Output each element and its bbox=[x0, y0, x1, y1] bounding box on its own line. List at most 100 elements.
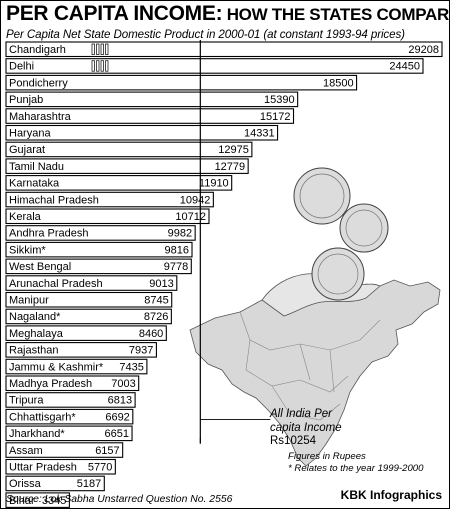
axis-break-mark bbox=[100, 43, 104, 55]
bar bbox=[5, 158, 249, 174]
bar bbox=[5, 225, 196, 241]
bar bbox=[5, 275, 178, 291]
bar-value-label: 9778 bbox=[164, 261, 188, 273]
bar bbox=[5, 124, 279, 141]
bar-row: Rajasthan 7937 bbox=[5, 342, 157, 358]
bar-category-label: Uttar Pradesh bbox=[9, 462, 77, 474]
chart-subtitle: Per Capita Net State Domestic Product in… bbox=[6, 28, 405, 41]
bar-category-label: Chandigarh bbox=[9, 44, 66, 56]
bar-value-label: 6692 bbox=[105, 411, 129, 423]
bar-value-label: 29208 bbox=[408, 44, 439, 56]
coin-1 bbox=[293, 167, 351, 225]
title-main: PER CAPITA INCOME: bbox=[6, 2, 223, 25]
bar-row: Tamil Nadu 12779 bbox=[5, 158, 249, 174]
bar-category-label: Haryana bbox=[9, 128, 51, 140]
bar-category-label: Maharashtra bbox=[9, 111, 72, 123]
bar-category-label: Madhya Pradesh bbox=[9, 378, 92, 390]
axis-break-mark bbox=[100, 60, 104, 72]
bar-value-label: 3345 bbox=[42, 495, 66, 507]
axis-break-mark bbox=[96, 43, 100, 55]
bar-row: Karnataka 11910 bbox=[5, 175, 233, 191]
bar-category-label: Jharkhand* bbox=[9, 428, 65, 440]
coin-2 bbox=[339, 203, 389, 253]
bar bbox=[5, 442, 124, 458]
bar-category-label: West Bengal bbox=[9, 261, 71, 273]
bar-value-label: 7435 bbox=[119, 361, 143, 373]
axis-break-mark bbox=[105, 43, 109, 55]
bar bbox=[5, 175, 233, 191]
bar-category-label: Pondicherry bbox=[9, 77, 68, 89]
average-line-group bbox=[199, 40, 271, 444]
bar-row: Assam 6157 bbox=[5, 442, 124, 458]
bar-value-label: 7003 bbox=[111, 378, 135, 390]
bar bbox=[5, 108, 295, 124]
bar-value-label: 8745 bbox=[144, 295, 168, 307]
bar-row: Madhya Pradesh 7003 bbox=[5, 375, 140, 392]
bar-category-label: Jammu & Kashmir* bbox=[9, 361, 104, 373]
bar-category-label: Andhra Pradesh bbox=[9, 228, 89, 240]
chart-title: PER CAPITA INCOME: HOW THE STATES COMPAR… bbox=[6, 2, 450, 26]
avg-note-value: Rs10254 bbox=[270, 435, 317, 447]
figures-note-asterisk: * Relates to the year 1999-2000 bbox=[288, 463, 424, 474]
bar-value-label: 5187 bbox=[77, 478, 101, 490]
bar-row: Andhra Pradesh 9982 bbox=[5, 225, 196, 241]
bar-category-label: Delhi bbox=[9, 61, 34, 73]
bar-value-label: 10942 bbox=[180, 194, 211, 206]
axis-break-mark bbox=[96, 60, 100, 72]
bar-row: Pondicherry 18500 bbox=[5, 74, 358, 91]
bar-row: Uttar Pradesh 5770 bbox=[5, 458, 116, 475]
bar bbox=[5, 258, 192, 275]
bar bbox=[5, 291, 173, 308]
bar-value-label: 10712 bbox=[175, 211, 206, 223]
bar-row: Manipur 8745 bbox=[5, 291, 173, 308]
coin-3-inner bbox=[317, 253, 359, 295]
coin-3 bbox=[311, 247, 365, 301]
title-secondary: HOW THE STATES COMPARE bbox=[222, 5, 450, 24]
bar-value-label: 6813 bbox=[108, 395, 132, 407]
bar bbox=[5, 475, 105, 492]
bar bbox=[5, 191, 214, 208]
bar bbox=[5, 342, 157, 358]
bar-category-label: Gujarat bbox=[9, 144, 45, 156]
bar bbox=[5, 325, 167, 341]
bar-row: Nagaland* 8726 bbox=[5, 308, 172, 325]
bar-row: Jharkhand* 6651 bbox=[5, 425, 133, 442]
axis-break-mark bbox=[91, 43, 95, 55]
bar-value-label: 24450 bbox=[389, 61, 420, 73]
bar-category-label: Bihar bbox=[9, 495, 35, 507]
bar-row: Chandigarh 29208 bbox=[5, 41, 443, 58]
bar bbox=[5, 241, 193, 258]
coin-1-inner bbox=[299, 173, 345, 219]
axis-break-mark bbox=[91, 60, 95, 72]
coin-illustration bbox=[293, 167, 389, 301]
coin-2-inner bbox=[345, 209, 383, 247]
bar-row: Kerala 10712 bbox=[5, 208, 210, 225]
bar-row: Delhi 24450 bbox=[5, 58, 424, 74]
bar-value-label: 6651 bbox=[105, 428, 129, 440]
bar-category-label: Orissa bbox=[9, 478, 42, 490]
bar-category-label: Meghalaya bbox=[9, 328, 64, 340]
bar bbox=[5, 392, 136, 408]
bar-value-label: 11910 bbox=[199, 178, 229, 190]
credit-label: KBK Infographics bbox=[340, 488, 442, 502]
india-map-illustration bbox=[189, 167, 441, 467]
bar bbox=[5, 492, 70, 508]
bar-value-label: 18500 bbox=[323, 77, 354, 89]
bar bbox=[5, 208, 210, 225]
bar-value-label: 12779 bbox=[215, 161, 246, 173]
bar bbox=[5, 375, 140, 392]
bar bbox=[5, 425, 133, 442]
bar-value-label: 9982 bbox=[168, 228, 192, 240]
bar bbox=[5, 91, 299, 108]
bar-category-label: Nagaland* bbox=[9, 311, 61, 323]
bar-row: Punjab 15390 bbox=[5, 91, 299, 108]
axis-break-mark bbox=[105, 60, 109, 72]
bar-value-label: 8726 bbox=[144, 311, 168, 323]
bar bbox=[5, 458, 116, 475]
bar-category-label: Arunachal Pradesh bbox=[9, 278, 103, 290]
bar-value-label: 6157 bbox=[95, 445, 119, 457]
bar-value-label: 7937 bbox=[129, 345, 153, 357]
bar-category-label: Kerala bbox=[9, 211, 42, 223]
bar-row: Haryana 14331 bbox=[5, 124, 279, 141]
